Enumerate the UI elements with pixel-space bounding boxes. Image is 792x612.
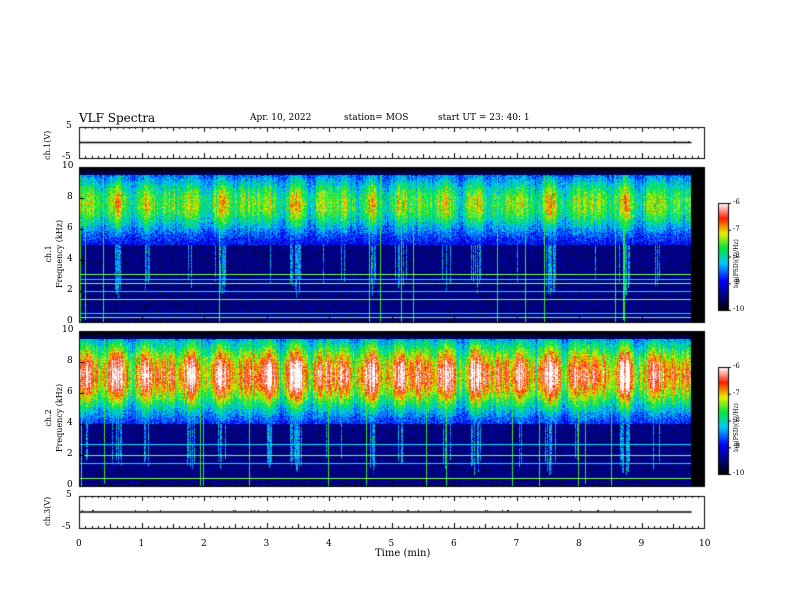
- frequency-y-tick: 2: [67, 449, 73, 459]
- time-x-tick: 8: [576, 539, 582, 549]
- colorbar-tick: -8: [733, 415, 740, 424]
- frequency-y-tick: 4: [67, 418, 73, 428]
- frequency-y-tick: 6: [67, 223, 73, 233]
- colorbar-tick: -6: [733, 198, 740, 206]
- colorbar-tick: -7: [733, 388, 740, 397]
- start-ut-label: start UT = 23: 40: 1: [438, 113, 530, 123]
- voltage-y-tick: 5: [66, 490, 72, 500]
- time-x-tick: 9: [638, 539, 645, 549]
- figure-title: VLF Spectra: [79, 111, 156, 125]
- time-x-tick: 7: [513, 539, 520, 549]
- date-label: Apr. 10, 2022: [250, 113, 312, 123]
- time-x-tick: 4: [326, 539, 332, 549]
- frequency-y-tick: 4: [67, 254, 73, 264]
- frequency-y-tick: 10: [62, 325, 74, 335]
- frequency-y-tick: 6: [67, 387, 73, 397]
- colorbar-tick: -9: [733, 278, 740, 287]
- colorbar-tick: -6: [733, 362, 740, 370]
- station-label: station= MOS: [344, 113, 409, 123]
- ch2-spectrogram-ylabel: ch.2 Frequency (kHz): [44, 383, 64, 452]
- ch3-voltage-ylabel: ch.3(V): [43, 496, 52, 526]
- frequency-y-tick: 0: [67, 480, 73, 490]
- time-x-tick: 3: [263, 539, 270, 549]
- time-x-tick: 10: [699, 539, 711, 549]
- time-x-tick: 1: [138, 539, 145, 549]
- time-x-tick: 6: [451, 539, 457, 549]
- frequency-y-tick: 10: [62, 161, 74, 171]
- voltage-y-tick: -5: [62, 522, 71, 532]
- frequency-y-tick: 0: [67, 316, 73, 326]
- time-x-tick: 2: [201, 539, 207, 549]
- frequency-y-tick: 2: [67, 285, 73, 295]
- voltage-y-tick: -5: [62, 152, 71, 162]
- colorbar-tick: -9: [733, 442, 740, 451]
- voltage-y-tick: 5: [66, 121, 72, 131]
- ch1-spectrogram-ylabel: ch.1 Frequency (kHz): [44, 219, 64, 288]
- colorbar-tick: -10: [733, 305, 745, 313]
- colorbar-tick: -10: [733, 469, 745, 477]
- time-x-tick: 0: [76, 539, 82, 549]
- ch1-voltage-ylabel: ch.1(V): [43, 130, 52, 160]
- frequency-y-tick: 8: [67, 192, 73, 202]
- colorbar-tick: -7: [733, 224, 740, 233]
- x-axis-label: Time (min): [375, 548, 431, 559]
- colorbar-tick: -8: [733, 251, 740, 260]
- time-x-tick: 5: [388, 539, 395, 549]
- frequency-y-tick: 8: [67, 356, 73, 366]
